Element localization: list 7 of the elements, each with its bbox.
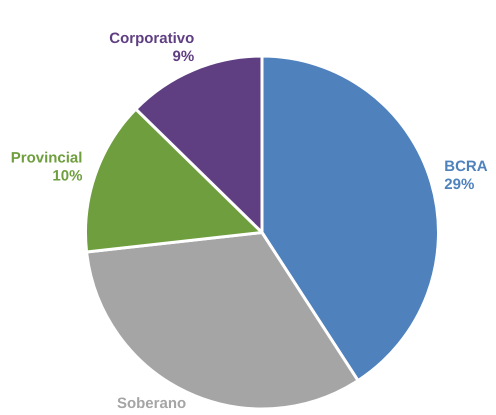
slice-label: Provincial [10,149,82,166]
data-label: 29% [444,176,474,193]
slice-label: Corporativo [109,30,194,47]
slice-label: BCRA [444,158,488,175]
data-label: 9% [172,48,194,65]
slice-label: Soberano [116,395,186,412]
data-label: 10% [52,167,82,184]
